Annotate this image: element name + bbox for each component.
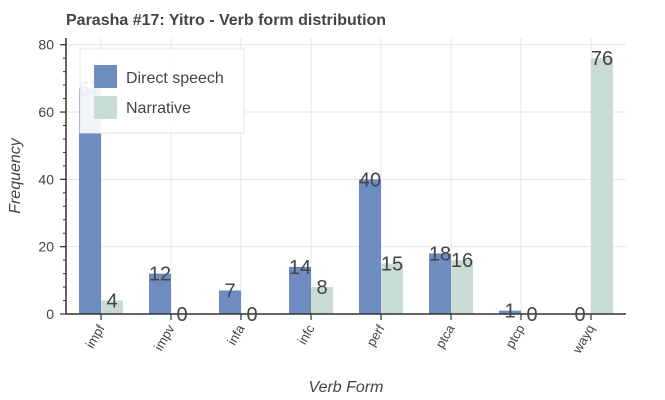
- bar: [499, 310, 521, 314]
- data-label: 15: [381, 254, 403, 276]
- data-label: 18: [429, 243, 451, 265]
- y-tick-label: 20: [38, 239, 54, 255]
- bar: [591, 58, 613, 314]
- bars: [79, 58, 613, 314]
- data-label: 12: [149, 264, 171, 286]
- legend: Direct speech Narrative: [79, 48, 245, 134]
- bar: [219, 290, 241, 314]
- data-label: 76: [591, 48, 613, 70]
- data-label: 8: [316, 277, 327, 299]
- bar: [381, 263, 403, 314]
- y-tick-label: 60: [38, 104, 54, 120]
- data-label: 14: [289, 257, 311, 279]
- legend-swatch-narrative: [94, 96, 117, 119]
- legend-box: [79, 48, 245, 134]
- bar: [149, 273, 171, 314]
- y-ticks: 0 20 40 60 80: [38, 37, 66, 322]
- data-label: 4: [106, 291, 117, 313]
- bar: [311, 287, 333, 314]
- bar: [359, 179, 381, 314]
- axes: [65, 38, 626, 315]
- y-tick-label: 40: [38, 171, 54, 187]
- data-label: 0: [526, 304, 537, 326]
- chart-title: Parasha #17: Yitro - Verb form distribut…: [66, 12, 386, 29]
- bar: [79, 88, 101, 314]
- data-label: 40: [359, 169, 381, 191]
- y-tick-label: 80: [38, 37, 54, 53]
- data-label: 0: [574, 304, 585, 326]
- bar: [289, 266, 311, 314]
- legend-label-narrative: Narrative: [126, 100, 191, 117]
- data-label: 7: [224, 280, 235, 302]
- data-label: 0: [246, 304, 257, 326]
- bar: [429, 253, 451, 314]
- legend-swatch-direct-speech: [94, 65, 117, 88]
- legend-label-direct-speech: Direct speech: [126, 70, 224, 87]
- data-label: 1: [504, 301, 515, 323]
- data-label: 16: [451, 250, 473, 272]
- y-axis-label: Frequency: [7, 137, 24, 214]
- bar: [101, 300, 123, 314]
- bar: [451, 260, 473, 314]
- y-tick-label: 0: [46, 306, 54, 322]
- data-label: 0: [176, 304, 187, 326]
- x-axis-label: Verb Form: [309, 379, 384, 396]
